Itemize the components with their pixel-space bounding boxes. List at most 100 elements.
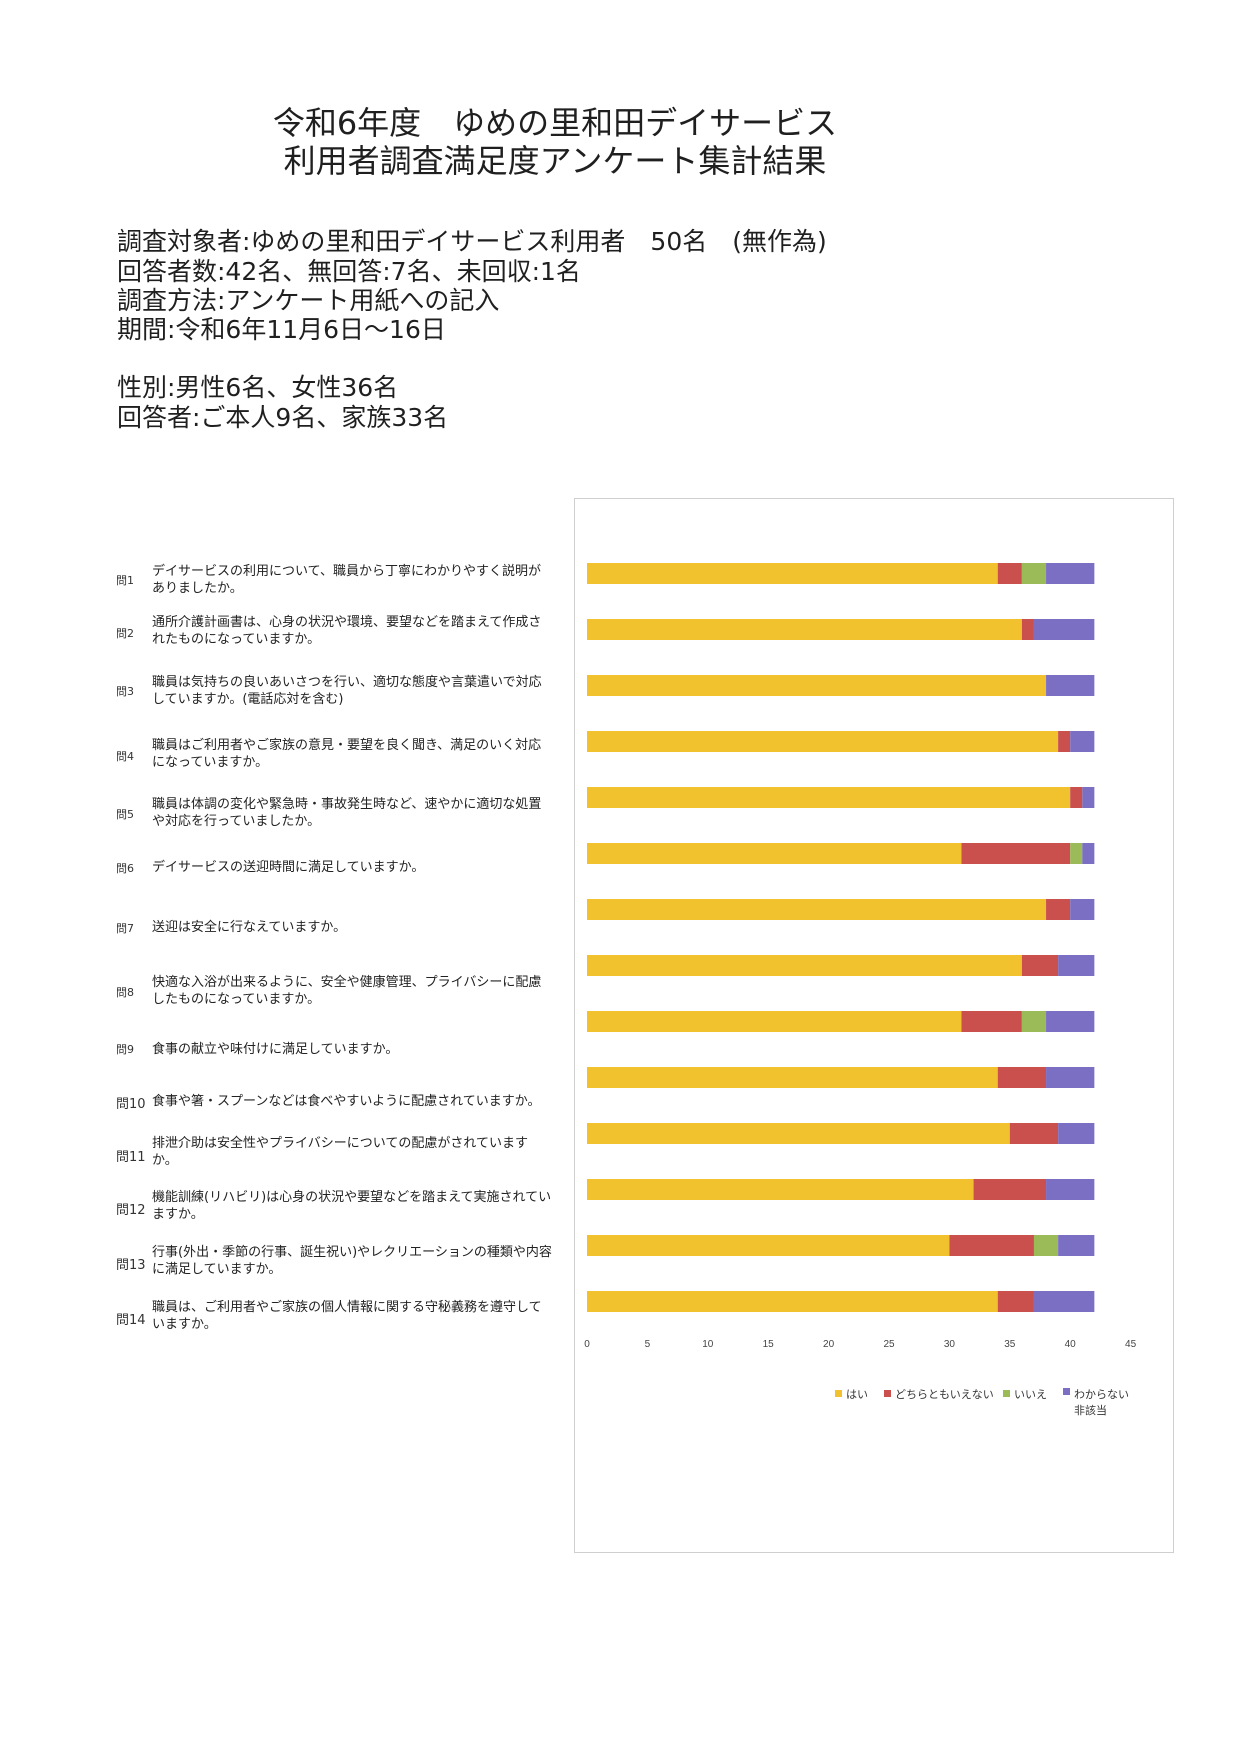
x-tick-label: 5 xyxy=(645,1339,651,1350)
bar-segment xyxy=(1046,1067,1095,1088)
question-number: 問8 xyxy=(116,986,134,999)
bar-segment xyxy=(587,1235,950,1256)
x-tick-label: 15 xyxy=(763,1339,775,1350)
bar-segment xyxy=(1033,619,1095,640)
bar-segment xyxy=(1046,899,1071,920)
x-tick-label: 35 xyxy=(1004,1339,1016,1350)
bar-segment xyxy=(587,1179,974,1200)
bar-segment xyxy=(1070,787,1083,808)
question-text: 職員は気持ちの良いあいさつを行い、適切な態度や言葉遣いで対応していますか。(電話… xyxy=(152,675,542,707)
x-tick-label: 30 xyxy=(944,1339,956,1350)
x-tick-label: 0 xyxy=(584,1339,590,1350)
x-tick-label: 25 xyxy=(883,1339,895,1350)
bar-segment xyxy=(587,899,1047,920)
bar-segment xyxy=(587,675,1047,696)
question-text: デイサービスの送迎時間に満足していますか。 xyxy=(152,860,425,875)
question-number: 問14 xyxy=(116,1313,146,1328)
question-number: 問4 xyxy=(116,750,134,763)
legend-label: わからない 非該当 xyxy=(1074,1388,1129,1417)
bar-segment xyxy=(1082,787,1095,808)
legend-swatch xyxy=(835,1390,842,1397)
stacked-bar-chart: 0 5 10 15 20 25 30 35 40 45 xyxy=(584,563,1137,1350)
question-number: 問2 xyxy=(116,627,134,640)
question-text: 快適な入浴が出来るように、安全や健康管理、プライバシーに配慮したものになっていま… xyxy=(152,975,542,1007)
bar-segment xyxy=(1082,843,1095,864)
bar-segment xyxy=(587,731,1059,752)
legend-label: はい xyxy=(846,1388,868,1401)
bar-segment xyxy=(1046,563,1095,584)
respondent-gender: 性別:男性6名、女性36名 xyxy=(117,373,399,402)
bar-segment xyxy=(1021,1011,1047,1032)
bar-segment xyxy=(1021,619,1034,640)
bar-segment xyxy=(961,843,1071,864)
legend-item-iie: いいえ xyxy=(1003,1386,1047,1402)
survey-period: 期間:令和6年11月6日～16日 xyxy=(117,315,446,344)
question-text: 行事(外出・季節の行事、誕生祝い)やレクリエーションの種類や内容に満足しています… xyxy=(152,1245,552,1277)
respondent-type: 回答者:ご本人9名、家族33名 xyxy=(117,403,449,432)
bar-segment xyxy=(587,1291,998,1312)
bar-segment xyxy=(1070,731,1095,752)
question-number: 問3 xyxy=(116,685,134,698)
bar-segment xyxy=(1009,1123,1059,1144)
bar-segment xyxy=(587,1067,998,1088)
question-number: 問7 xyxy=(116,922,134,935)
bar-segment xyxy=(587,563,998,584)
bar-segment xyxy=(1058,1235,1095,1256)
bar-segment xyxy=(1046,1179,1095,1200)
bar-segment xyxy=(1033,1291,1095,1312)
title-line-1: 令和6年度 ゆめの里和田デイサービス xyxy=(272,104,838,142)
chart-frame: 0 5 10 15 20 25 30 35 40 45 xyxy=(574,498,1174,1553)
bar-segment xyxy=(1070,843,1083,864)
bar-segment xyxy=(1058,731,1071,752)
bar-segment xyxy=(587,1011,962,1032)
bar-segment xyxy=(587,1123,1010,1144)
question-number: 問11 xyxy=(116,1150,146,1165)
bar-segment xyxy=(1021,955,1059,976)
question-number: 問13 xyxy=(116,1258,146,1273)
legend-item-dochira: どちらともいえない xyxy=(884,1386,994,1402)
question-text: 職員は、ご利用者やご家族の個人情報に関する守秘義務を遵守していますか。 xyxy=(152,1300,542,1332)
bar-segment xyxy=(587,619,1022,640)
bar-segment xyxy=(997,1067,1047,1088)
legend-label: どちらともいえない xyxy=(895,1388,994,1401)
bar-segment xyxy=(997,1291,1034,1312)
bar-segment xyxy=(1046,1011,1095,1032)
question-number: 問10 xyxy=(116,1097,146,1112)
question-text: 食事の献立や味付けに満足していますか。 xyxy=(152,1042,399,1057)
bar-segment xyxy=(1021,563,1047,584)
survey-target: 調査対象者:ゆめの里和田デイサービス利用者 50名 (無作為) xyxy=(117,227,827,256)
legend-item-hai: はい xyxy=(835,1386,868,1402)
question-number: 問9 xyxy=(116,1043,134,1056)
question-number: 問12 xyxy=(116,1203,146,1218)
bar-segment xyxy=(949,1235,1034,1256)
bar-segment xyxy=(1058,1123,1095,1144)
question-number: 問1 xyxy=(116,574,134,587)
bar-segment xyxy=(1033,1235,1059,1256)
question-text: 食事や箸・スプーンなどは食べやすいように配慮されていますか。 xyxy=(152,1094,541,1109)
question-text: 送迎は安全に行なえていますか。 xyxy=(152,920,347,935)
bar-segment xyxy=(997,563,1022,584)
question-text: 機能訓練(リハビリ)は心身の状況や要望などを踏まえて実施されていますか。 xyxy=(152,1190,552,1222)
survey-method: 調査方法:アンケート用紙への記入 xyxy=(117,286,500,315)
question-text: 職員はご利用者やご家族の意見・要望を良く聞き、満足のいく対応になっていますか。 xyxy=(152,738,542,770)
bar-segment xyxy=(973,1179,1047,1200)
question-text: 排泄介助は安全性やプライバシーについての配慮がされていますか。 xyxy=(152,1136,528,1168)
legend-label: いいえ xyxy=(1014,1388,1047,1401)
x-tick-label: 40 xyxy=(1065,1339,1077,1350)
x-tick-label: 45 xyxy=(1125,1339,1137,1350)
legend-swatch xyxy=(1003,1390,1010,1397)
bar-segment xyxy=(961,1011,1022,1032)
bar-segment xyxy=(1070,899,1095,920)
question-number: 問6 xyxy=(116,862,134,875)
bar-segment xyxy=(587,843,962,864)
bar-segment xyxy=(1058,955,1095,976)
title-line-2: 利用者調査満足度アンケート集計結果 xyxy=(283,142,827,180)
bar-segment xyxy=(587,955,1022,976)
x-tick-label: 10 xyxy=(702,1339,714,1350)
question-text: 通所介護計画書は、心身の状況や環境、要望などを踏まえて作成されたものになっていま… xyxy=(152,615,542,647)
x-tick-label: 20 xyxy=(823,1339,835,1350)
question-text: 職員は体調の変化や緊急時・事故発生時など、速やかに適切な処置や対応を行っていまし… xyxy=(152,797,542,829)
question-text: デイサービスの利用について、職員から丁寧にわかりやすく説明がありましたか。 xyxy=(152,564,541,596)
bar-segment xyxy=(587,787,1071,808)
legend-item-wakaranai: わからない 非該当 xyxy=(1063,1386,1129,1418)
